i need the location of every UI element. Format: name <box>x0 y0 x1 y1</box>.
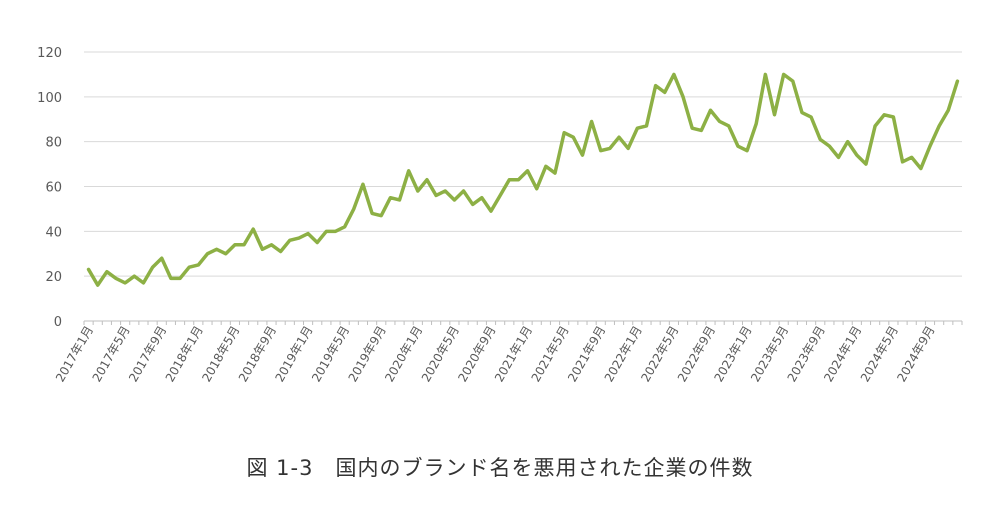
figure-caption: 図 1-3 国内のブランド名を悪用された企業の件数 <box>246 456 754 480</box>
x-tick-label: 2024年9月 <box>894 324 937 385</box>
gridlines <box>84 51 962 277</box>
y-tick-label: 80 <box>45 136 62 151</box>
x-axis <box>83 320 963 325</box>
y-tick-label: 0 <box>54 315 62 330</box>
line-chart: 0 20 40 60 80 100 120 2017年1月2017年5月2017年9月201… <box>37 46 963 385</box>
y-tick-label: 120 <box>37 46 62 61</box>
y-tick-label: 20 <box>45 270 62 285</box>
x-axis-ticks: 2017年1月2017年5月2017年9月2018年1月2018年5月2018年… <box>53 324 938 385</box>
y-tick-label: 100 <box>37 91 62 106</box>
y-tick-label: 40 <box>45 225 62 240</box>
series-layer <box>86 72 960 287</box>
y-tick-label: 60 <box>45 181 62 196</box>
y-axis-ticks: 0 20 40 60 80 100 120 <box>37 46 62 330</box>
series-line <box>86 72 960 287</box>
